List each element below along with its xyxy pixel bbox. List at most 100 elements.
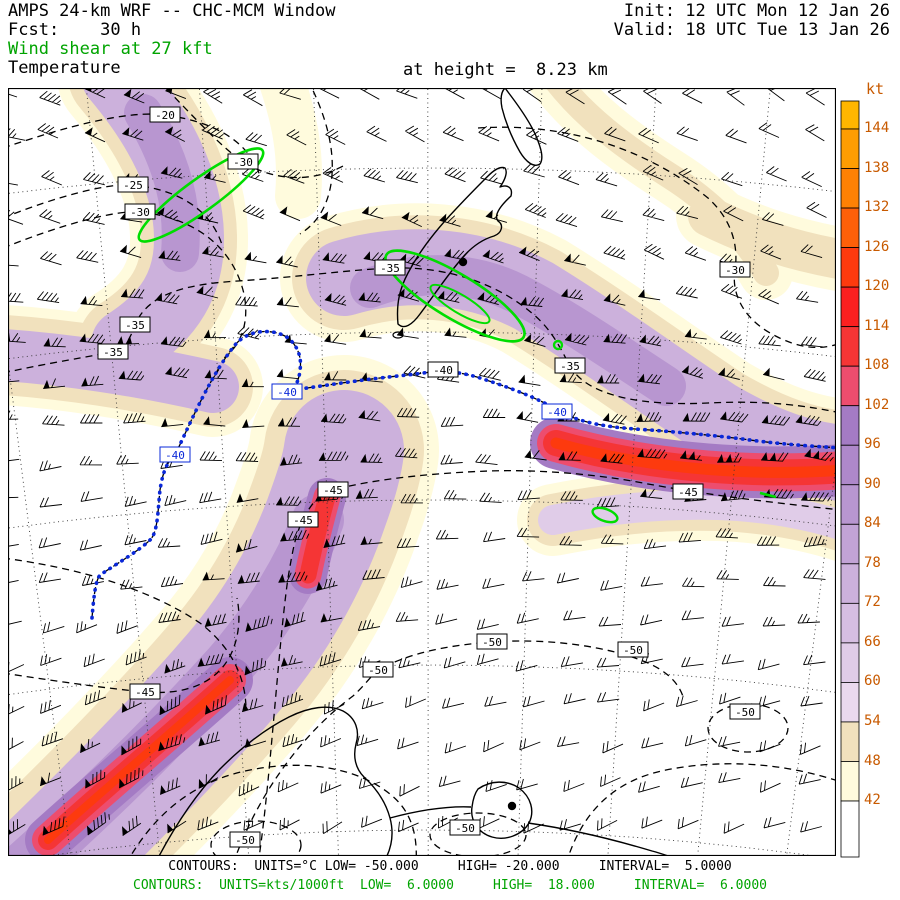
svg-text:-50: -50: [735, 706, 755, 719]
forecast-hour: Fcst: 30 h: [8, 20, 142, 40]
map-canvas: -20 -30 -25 -30 -35 -30 -35 -35 -35 -40 -40 -40 -40 -…: [8, 88, 836, 856]
shear-contour-legend: CONTOURS: UNITS=kts/1000ft LOW= 6.0000 H…: [133, 878, 767, 893]
colorbar-tick-label: 126: [864, 238, 890, 255]
colorbar-tick-label: 132: [864, 199, 890, 216]
colorbar-segment: [840, 523, 860, 565]
svg-text:-45: -45: [678, 486, 698, 499]
contour-label-layer: -20 -30 -25 -30 -35 -30 -35 -35 -35 -40 -40 -40 -40 -…: [97, 106, 761, 848]
svg-text:-30: -30: [130, 206, 150, 219]
contour-label: -40: [159, 446, 191, 463]
svg-text:-35: -35: [560, 360, 580, 373]
colorbar-unit-label: kt: [866, 80, 885, 98]
colorbar-segment: [840, 721, 860, 762]
station-dot-layer: [458, 257, 517, 811]
forecast-map: -20 -30 -25 -30 -35 -30 -35 -35 -35 -40 -40 -40 -40 -…: [8, 88, 836, 856]
contour-label: -25: [117, 176, 149, 193]
green-shear-contour-layer: [137, 147, 777, 524]
contour-label: -50: [729, 703, 761, 720]
svg-text:-20: -20: [155, 109, 175, 122]
colorbar-segment: [840, 128, 860, 169]
field-name-temperature: Temperature: [8, 58, 121, 78]
init-time: Init: 12 UTC Mon 12 Jan 26: [623, 1, 890, 21]
valid-time: Valid: 18 UTC Tue 13 Jan 26: [613, 20, 890, 40]
colorbar-segment: [840, 602, 860, 644]
contour-label: -50: [449, 819, 481, 836]
colorbar-segment: [840, 247, 860, 288]
svg-text:-35: -35: [380, 262, 400, 275]
contour-label: -45: [287, 511, 319, 528]
svg-text:-50: -50: [623, 644, 643, 657]
contour-label: -45: [672, 483, 704, 500]
shear-fill-layer: [8, 88, 836, 856]
svg-text:-45: -45: [135, 686, 155, 699]
svg-text:-35: -35: [103, 346, 123, 359]
colorbar-segment: [840, 761, 860, 802]
colorbar-tick-label: 84: [864, 515, 881, 532]
wind-barb-layer: [8, 88, 834, 836]
colorbar-tick-label: 66: [864, 633, 881, 650]
colorbar-segment: [840, 100, 860, 130]
colorbar-tick-label: 114: [864, 317, 890, 334]
temperature-contour-legend: CONTOURS: UNITS=°C LOW= -50.000 HIGH= -2…: [168, 859, 732, 874]
shear-colorbar: [840, 100, 860, 858]
contour-label: -35: [554, 357, 586, 374]
svg-text:-30: -30: [233, 156, 253, 169]
colorbar-tick-label: 60: [864, 673, 881, 690]
station-dot: [507, 801, 517, 811]
colorbar-tick-label: 72: [864, 594, 881, 611]
svg-text:-45: -45: [323, 484, 343, 497]
svg-text:-40: -40: [277, 386, 297, 399]
svg-text:-45: -45: [293, 514, 313, 527]
colorbar-segment: [840, 326, 860, 367]
colorbar-tick-label: 108: [864, 357, 890, 374]
contour-label: -50: [617, 641, 649, 658]
colorbar-segment: [840, 286, 860, 328]
contour-label: -50: [229, 831, 261, 848]
contour-label: -50: [362, 661, 394, 678]
colorbar-tick-label: 42: [864, 792, 881, 808]
colorbar-segment: [840, 642, 860, 683]
contour-label: -35: [97, 343, 129, 360]
colorbar-segment: [840, 444, 860, 486]
svg-text:-40: -40: [165, 449, 185, 462]
colorbar-tick-label: 102: [864, 396, 890, 413]
colorbar-tick-label: 78: [864, 554, 881, 571]
colorbar-tick-label: 120: [864, 278, 890, 295]
contour-label: -40: [541, 403, 573, 420]
contour-label: -30: [124, 203, 156, 220]
contour-label: -50: [476, 633, 508, 650]
svg-text:-25: -25: [123, 179, 143, 192]
colorbar-segment: [840, 484, 860, 525]
colorbar-tick-label: 144: [864, 120, 890, 136]
contour-label: -30: [227, 153, 259, 170]
svg-text:-50: -50: [455, 822, 475, 835]
colorbar-tick-label: 90: [864, 475, 881, 492]
colorbar-segment: [840, 168, 860, 209]
contour-label: -35: [374, 259, 406, 276]
contour-label: -45: [317, 481, 349, 498]
contour-label: -30: [719, 261, 751, 278]
colorbar-segment: [840, 405, 860, 446]
svg-text:-50: -50: [235, 834, 255, 847]
svg-text:-40: -40: [433, 364, 453, 377]
contour-label: -20: [149, 106, 181, 123]
height-label: at height = 8.23 km: [403, 60, 608, 80]
svg-text:-30: -30: [725, 264, 745, 277]
contour-label: -35: [119, 316, 151, 333]
colorbar-segment: [840, 365, 860, 407]
contour-label: -45: [129, 683, 161, 700]
model-title: AMPS 24-km WRF -- CHC-MCM Window: [8, 1, 336, 21]
colorbar-segment: [840, 563, 860, 604]
map-border: [8, 88, 836, 856]
svg-text:-50: -50: [482, 636, 502, 649]
svg-text:-40: -40: [547, 406, 567, 419]
colorbar-tick-label: 54: [864, 712, 881, 729]
contour-label: -40: [427, 361, 459, 378]
colorbar-tick-label: 48: [864, 752, 881, 769]
colorbar-tick-label: 138: [864, 159, 890, 176]
colorbar-gradient: [840, 100, 860, 858]
colorbar-segment: [840, 207, 860, 248]
colorbar-segment: [840, 800, 860, 858]
contour-label: -40: [271, 383, 303, 400]
